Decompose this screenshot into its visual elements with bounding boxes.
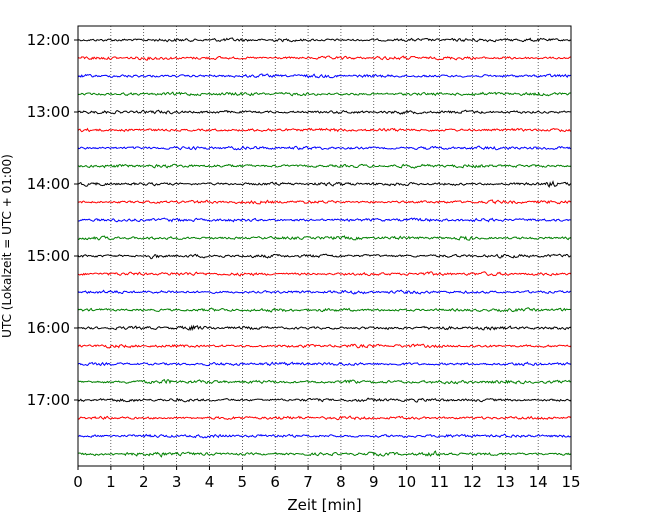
seismogram-trace xyxy=(77,361,572,367)
seismogram-trace xyxy=(77,343,572,349)
x-tick-label: 4 xyxy=(205,473,215,491)
x-tick-label: 2 xyxy=(139,473,149,491)
seismogram-trace xyxy=(77,271,572,277)
x-tick-label: 12 xyxy=(463,473,482,491)
seismogram-trace xyxy=(77,397,572,403)
seismogram-trace xyxy=(77,378,572,385)
seismogram-trace xyxy=(77,289,572,295)
x-axis-ticks: 0 1 2 3 4 5 6 7 8 9 10 11 12 13 14 15 xyxy=(73,466,581,491)
seismogram-trace xyxy=(77,415,572,421)
seismogram-trace xyxy=(77,109,572,115)
seismogram-trace xyxy=(77,180,572,189)
grid-lines xyxy=(110,26,539,466)
x-tick-label: 15 xyxy=(561,473,580,491)
seismogram-trace xyxy=(77,235,572,241)
x-tick-label: 14 xyxy=(529,473,548,491)
x-tick-label: 6 xyxy=(270,473,280,491)
y-tick-label: 13:00 xyxy=(27,103,70,121)
seismogram-trace xyxy=(77,91,572,97)
y-tick-label: 16:00 xyxy=(27,319,70,337)
y-axis-ticks: 12:00 13:00 14:00 15:00 16:00 17:00 xyxy=(27,31,78,409)
seismogram-trace xyxy=(77,450,572,458)
seismogram-trace xyxy=(77,163,572,169)
x-tick-label: 0 xyxy=(73,473,83,491)
x-tick-label: 10 xyxy=(397,473,416,491)
x-tick-label: 3 xyxy=(172,473,182,491)
seismogram-trace xyxy=(77,145,572,151)
seismogram-trace xyxy=(77,37,572,43)
x-tick-label: 9 xyxy=(369,473,379,491)
plot-frame xyxy=(77,25,572,467)
seismogram-trace xyxy=(77,127,572,133)
seismogram-trace xyxy=(77,73,572,79)
seismogram-trace xyxy=(77,217,571,223)
y-tick-label: 15:00 xyxy=(27,247,70,265)
seismogram-trace xyxy=(77,253,572,260)
seismogram-trace xyxy=(77,433,572,439)
x-tick-label: 11 xyxy=(430,473,449,491)
y-tick-label: 12:00 xyxy=(27,31,70,49)
y-tick-label: 17:00 xyxy=(27,391,70,409)
y-tick-label: 14:00 xyxy=(27,175,70,193)
x-tick-label: 13 xyxy=(496,473,515,491)
seismogram-trace xyxy=(77,199,572,205)
x-tick-label: 1 xyxy=(106,473,116,491)
seismogram-traces xyxy=(77,37,572,458)
x-tick-label: 5 xyxy=(238,473,248,491)
x-axis-label: Zeit [min] xyxy=(287,496,361,514)
x-tick-label: 7 xyxy=(303,473,313,491)
seismogram-trace xyxy=(77,55,572,61)
x-tick-label: 8 xyxy=(336,473,346,491)
seismogram-trace xyxy=(77,307,572,313)
y-axis-label: UTC (Lokalzeit = UTC + 01:00) xyxy=(0,154,14,338)
seismogram-trace xyxy=(77,324,572,332)
